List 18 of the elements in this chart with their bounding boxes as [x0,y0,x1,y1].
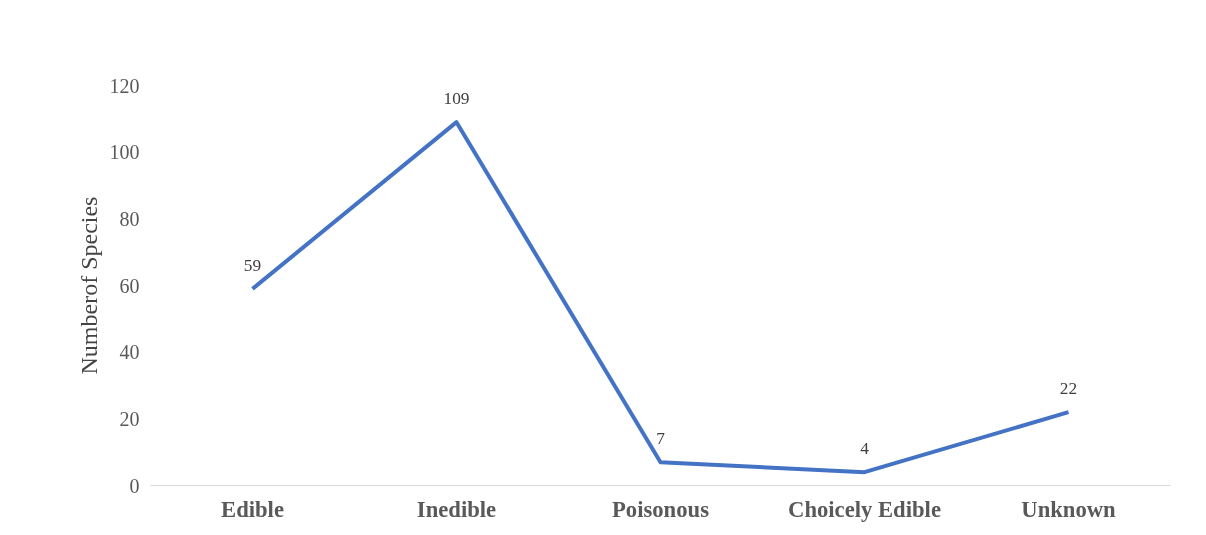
x-tick-label: Poisonous [612,496,710,522]
data-label: 109 [443,89,470,109]
data-label: 4 [860,439,870,459]
y-tick-label: 20 [119,407,140,430]
data-label: 7 [656,429,666,449]
y-tick-label: 80 [119,207,140,230]
y-axis-title: Numberof Species [75,196,102,375]
y-tick-label: 0 [129,474,140,497]
data-label: 59 [243,255,262,275]
x-tick-label: Choicely Edible [788,496,941,522]
y-tick-label: 120 [109,74,140,97]
data-label: 22 [1059,379,1078,399]
y-tick-label: 100 [109,141,140,164]
y-tick-label: 40 [119,341,140,364]
x-tick-label: Edible [221,496,284,522]
y-tick-label: 60 [119,274,140,297]
x-tick-label: Unknown [1021,496,1117,522]
x-tick-label: Inedible [416,496,497,522]
